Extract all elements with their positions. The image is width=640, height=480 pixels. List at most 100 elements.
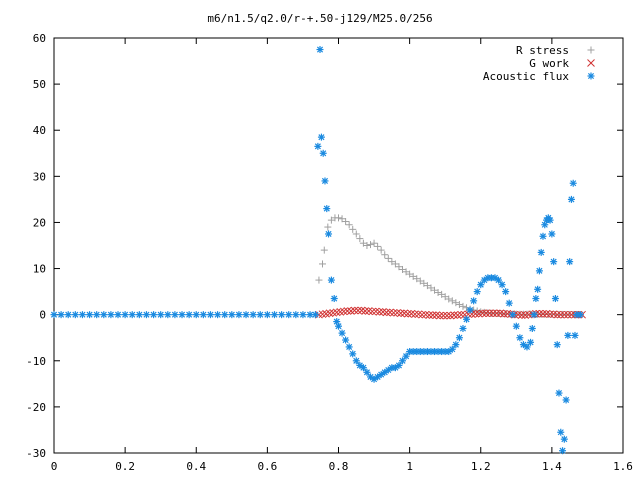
chart-title: m6/n1.5/q2.0/r-+.50-j129/M25.0/256 (207, 12, 432, 25)
data-point (470, 297, 478, 305)
data-point (384, 254, 392, 262)
data-point (546, 310, 554, 319)
data-point (463, 315, 471, 323)
data-point (535, 267, 543, 275)
data-point (121, 311, 129, 319)
data-point (235, 311, 243, 319)
data-point (452, 299, 460, 307)
data-point (566, 258, 574, 266)
data-point (367, 241, 375, 249)
data-point (370, 239, 378, 247)
data-point (93, 311, 101, 319)
x-tick-label: 1.4 (542, 460, 562, 473)
data-point (71, 311, 79, 319)
data-point (413, 275, 421, 283)
series-acoustic-flux (50, 46, 584, 455)
x-tick-label: 1.6 (613, 460, 633, 473)
data-point (455, 334, 463, 342)
data-point (571, 331, 579, 339)
y-tick-label: 0 (39, 309, 46, 322)
data-point (553, 341, 561, 349)
data-point (57, 311, 65, 319)
data-point (403, 309, 412, 318)
y-axis: -30 -20 -10 0 10 20 30 40 50 60 (26, 32, 623, 460)
data-point (382, 308, 391, 317)
x-tick-label: 1.2 (471, 460, 491, 473)
data-point (489, 309, 498, 318)
data-point (342, 218, 350, 226)
y-tick-label: 10 (33, 263, 46, 276)
data-point (377, 371, 385, 379)
x-tick-label: 0.6 (257, 460, 277, 473)
data-point (335, 322, 342, 330)
data-point (439, 311, 448, 320)
data-point (473, 288, 481, 296)
legend-marker (587, 59, 595, 67)
data-point (185, 311, 193, 319)
legend-marker (587, 46, 595, 54)
data-point (381, 251, 389, 259)
data-point (199, 311, 207, 319)
y-tick-label: 40 (33, 124, 46, 137)
data-point (399, 265, 407, 273)
data-point (214, 311, 222, 319)
data-point (50, 311, 58, 319)
data-point (292, 311, 300, 319)
data-point (500, 309, 508, 318)
data-point (402, 268, 410, 276)
data-point (537, 248, 545, 256)
data-point (562, 396, 570, 404)
data-point (418, 310, 426, 319)
data-point (523, 343, 531, 351)
legend-label: Acoustic flux (483, 70, 569, 83)
data-point (278, 311, 286, 319)
data-point (564, 310, 572, 319)
data-point (516, 334, 524, 342)
data-point (505, 299, 513, 307)
data-point (438, 290, 446, 298)
y-tick-label: 20 (33, 216, 46, 229)
data-point (395, 263, 403, 271)
data-point (135, 311, 143, 319)
data-point (128, 311, 136, 319)
data-point (316, 46, 324, 54)
x-tick-label: 0.8 (329, 460, 349, 473)
data-point (361, 307, 370, 315)
data-point (311, 311, 319, 319)
data-point (448, 345, 456, 353)
x-tick-label: 0.4 (186, 460, 206, 473)
data-point (388, 258, 396, 266)
data-point (363, 242, 371, 249)
data-point (221, 311, 229, 319)
data-point (319, 149, 327, 157)
data-point (420, 279, 428, 287)
data-point (576, 311, 584, 319)
data-point (345, 221, 353, 229)
data-point (416, 277, 424, 285)
x-tick-label: 1 (406, 460, 413, 473)
data-point (270, 311, 278, 319)
data-point (114, 311, 122, 319)
y-tick-label: 50 (33, 78, 46, 91)
data-point (335, 214, 342, 222)
data-point (157, 311, 165, 319)
data-point (534, 285, 542, 293)
data-point (343, 307, 352, 315)
data-point (532, 295, 540, 303)
plot-marks (50, 46, 586, 455)
legend-marker (587, 72, 595, 80)
data-point (164, 311, 172, 319)
data-point (431, 286, 439, 294)
data-point (519, 341, 527, 349)
data-point (352, 230, 360, 238)
data-point (463, 304, 471, 312)
data-point (553, 310, 562, 319)
data-point (263, 311, 271, 319)
data-point (485, 309, 494, 318)
data-point (150, 311, 158, 319)
data-point (509, 311, 517, 319)
data-point (249, 311, 257, 319)
data-point (375, 308, 384, 316)
